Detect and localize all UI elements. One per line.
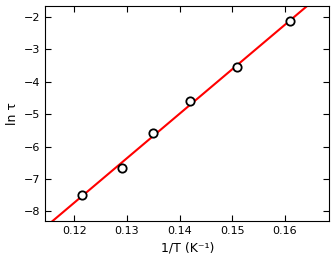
Point bbox=[151, 131, 156, 135]
Y-axis label: ln τ: ln τ bbox=[6, 102, 18, 125]
Point bbox=[235, 65, 240, 69]
Point bbox=[187, 99, 193, 103]
Point bbox=[119, 165, 124, 170]
X-axis label: 1/T (K⁻¹): 1/T (K⁻¹) bbox=[161, 242, 214, 255]
Point bbox=[80, 193, 85, 197]
Point bbox=[287, 19, 293, 23]
